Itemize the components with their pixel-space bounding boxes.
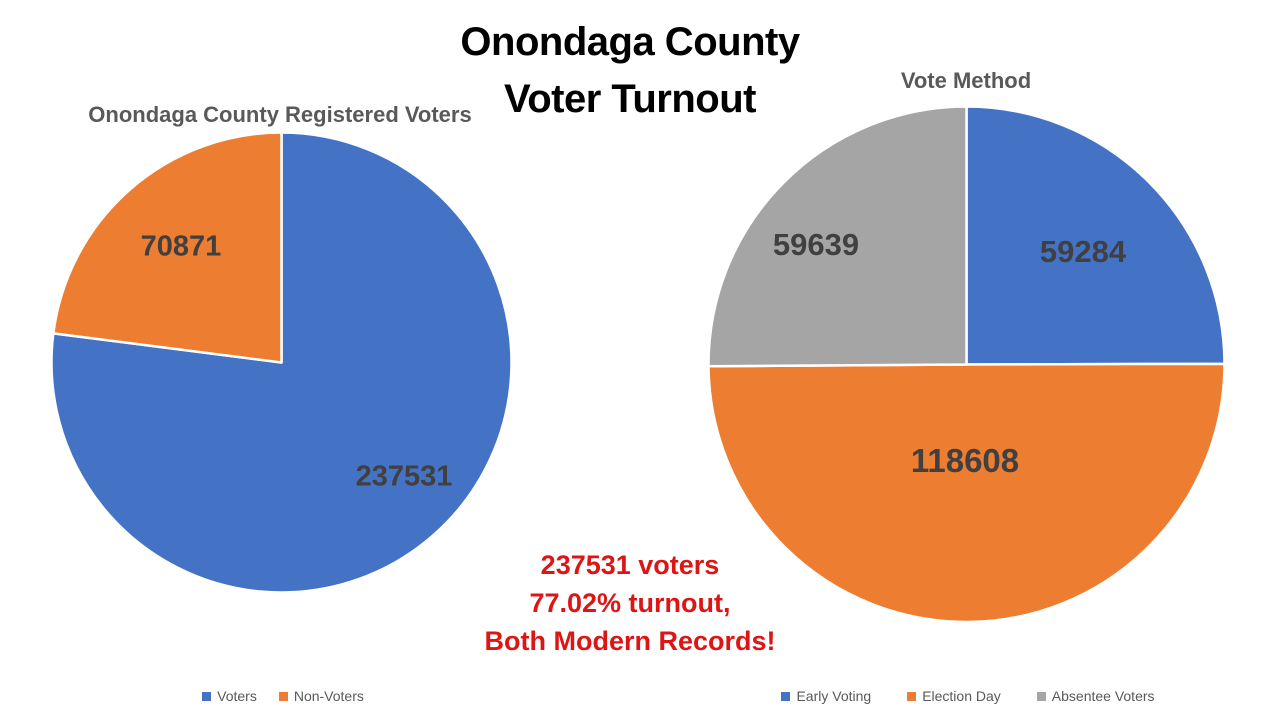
non-voters-swatch-icon — [278, 691, 288, 701]
turnout-annotation: 237531 voters 77.02% turnout, Both Moder… — [430, 546, 830, 660]
pie-slice-absentee-voters — [707, 105, 968, 368]
annotation-line2: 77.02% turnout, — [529, 588, 731, 618]
registered-voters-pie-chart — [50, 131, 513, 594]
left-chart-legend: Voters Non-Voters — [0, 688, 566, 704]
legend-item-non-voters: Non-Voters — [278, 688, 364, 704]
data-label-non-voters: 70871 — [140, 230, 222, 263]
annotation-line1: 237531 voters — [540, 550, 720, 580]
legend-label-absentee-voters: Absentee Voters — [1051, 688, 1155, 704]
slide-title-line2: Voter Turnout — [504, 77, 756, 121]
left-chart-title: Onondaga County Registered Voters — [88, 102, 472, 127]
pie-slice-non-voters — [52, 131, 283, 364]
data-label-voters: 237531 — [355, 460, 453, 493]
right-chart-title: Vote Method — [900, 68, 1032, 93]
slide-title: Onondaga County Voter Turnout — [330, 14, 930, 128]
legend-label-non-voters: Non-Voters — [293, 688, 364, 704]
legend-item-early-voting: Early Voting — [781, 688, 871, 704]
legend-item-absentee-voters: Absentee Voters — [1036, 688, 1155, 704]
voters-swatch-icon — [202, 691, 212, 701]
legend-label-voters: Voters — [217, 688, 257, 704]
data-label-election-day: 118608 — [910, 442, 1020, 479]
absentee-voters-swatch-icon — [1036, 691, 1046, 701]
annotation-line3: Both Modern Records! — [484, 626, 776, 656]
right-chart-legend: Early Voting Election Day Absentee Voter… — [660, 688, 1276, 704]
legend-item-election-day: Election Day — [907, 688, 1001, 704]
slide-title-line1: Onondaga County — [460, 20, 800, 64]
pie-slice-early-voting — [965, 105, 1226, 366]
legend-label-early-voting: Early Voting — [796, 688, 872, 704]
early-voting-swatch-icon — [781, 691, 791, 701]
election-day-swatch-icon — [907, 691, 917, 701]
vote-method-pie-chart — [707, 105, 1226, 624]
legend-label-election-day: Election Day — [922, 688, 1001, 704]
data-label-absentee-voters: 59639 — [772, 227, 860, 262]
legend-item-voters: Voters — [202, 688, 257, 704]
data-label-early-voting: 59284 — [1039, 234, 1127, 269]
pie-slice-election-day — [707, 362, 1226, 624]
